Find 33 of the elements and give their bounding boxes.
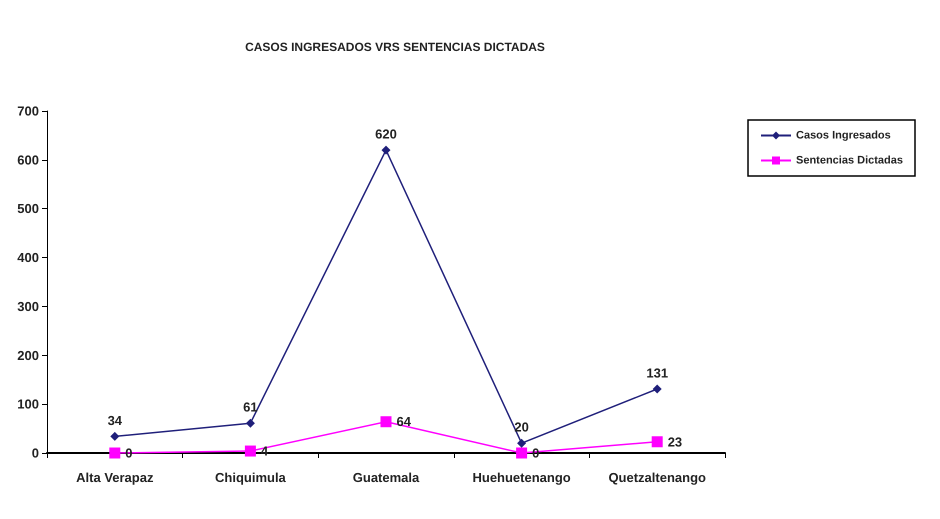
point	[382, 146, 390, 155]
data-label: 61	[243, 400, 258, 415]
y-tick-label: 100	[17, 396, 39, 412]
data-label: 64	[396, 414, 412, 430]
data-label: 620	[375, 126, 397, 142]
chart-title: CASOS INGRESADOS VRS SENTENCIAS DICTADAS	[245, 40, 545, 54]
point	[517, 438, 526, 448]
y-tick-label: 400	[17, 250, 39, 266]
point	[652, 436, 663, 448]
point	[110, 432, 120, 441]
x-tick-label: Chiquimula	[215, 470, 287, 485]
y-tick-label: 300	[17, 298, 39, 314]
x-tick-label: Alta Verapaz	[76, 470, 154, 485]
data-label: 131	[646, 365, 668, 380]
data-label: 34	[108, 412, 123, 428]
y-tick-label: 500	[17, 201, 39, 216]
legend-label: Casos Ingresados	[796, 130, 891, 142]
point	[652, 384, 662, 394]
y-tick-label: 700	[17, 104, 39, 118]
point	[244, 446, 256, 457]
point	[516, 448, 528, 458]
x-tick-label: Guatemala	[352, 470, 420, 485]
legend-label: Sentencias Dictadas	[796, 154, 904, 166]
data-label: 23	[668, 434, 682, 450]
data-label: 20	[514, 420, 529, 435]
y-tick-label: 0	[32, 446, 39, 460]
y-tick-label: 600	[17, 152, 39, 168]
x-tick-label: Quetzaltenango	[608, 470, 706, 485]
x-tick-label: Huehuetenango	[472, 470, 571, 485]
point	[380, 416, 392, 428]
point	[246, 418, 255, 428]
y-tick-label: 200	[17, 348, 39, 363]
point	[109, 448, 120, 458]
